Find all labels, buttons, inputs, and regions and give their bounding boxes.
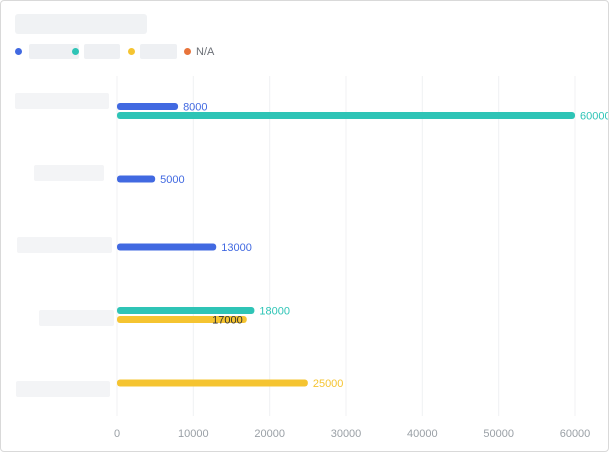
bar-value-label: 5000 xyxy=(160,174,184,186)
x-tick-label: 30000 xyxy=(331,428,362,440)
x-tick-label: 60000 xyxy=(560,428,591,440)
x-tick-label: 20000 xyxy=(254,428,285,440)
bar-value-label: 18000 xyxy=(259,306,290,318)
bar-category-1-series-1[interactable] xyxy=(117,103,179,110)
bar-value-label: 13000 xyxy=(221,242,252,254)
category-label-3 xyxy=(17,237,112,253)
category-label-4 xyxy=(39,310,114,326)
x-tick-label: 40000 xyxy=(407,428,438,440)
legend-dot-icon xyxy=(184,48,191,55)
bar-category-1-series-2[interactable] xyxy=(117,112,575,119)
bar-value-label: 17000 xyxy=(212,315,243,327)
bar-category-5-series-3[interactable] xyxy=(117,379,308,387)
x-tick-label: 50000 xyxy=(483,428,514,440)
legend-label: N/A xyxy=(196,46,215,58)
bar-category-4-series-2[interactable] xyxy=(117,307,255,314)
bar-category-4-series-3[interactable] xyxy=(117,316,247,323)
bar-category-2-series-1[interactable] xyxy=(117,175,156,183)
bar-value-label: 60000 xyxy=(580,111,608,123)
bar-value-label: 8000 xyxy=(183,102,207,114)
category-label-5 xyxy=(16,381,110,397)
bar-value-label: 25000 xyxy=(313,378,344,390)
category-label-2 xyxy=(34,165,104,181)
category-label-1 xyxy=(15,93,109,109)
x-tick-label: 0 xyxy=(114,428,120,440)
bar-category-3-series-1[interactable] xyxy=(117,243,217,251)
legend-dot-icon xyxy=(72,48,79,55)
legend-dot-icon xyxy=(15,48,22,55)
legend-dot-icon xyxy=(128,48,135,55)
x-tick-label: 10000 xyxy=(178,428,209,440)
chart-title xyxy=(15,14,147,34)
